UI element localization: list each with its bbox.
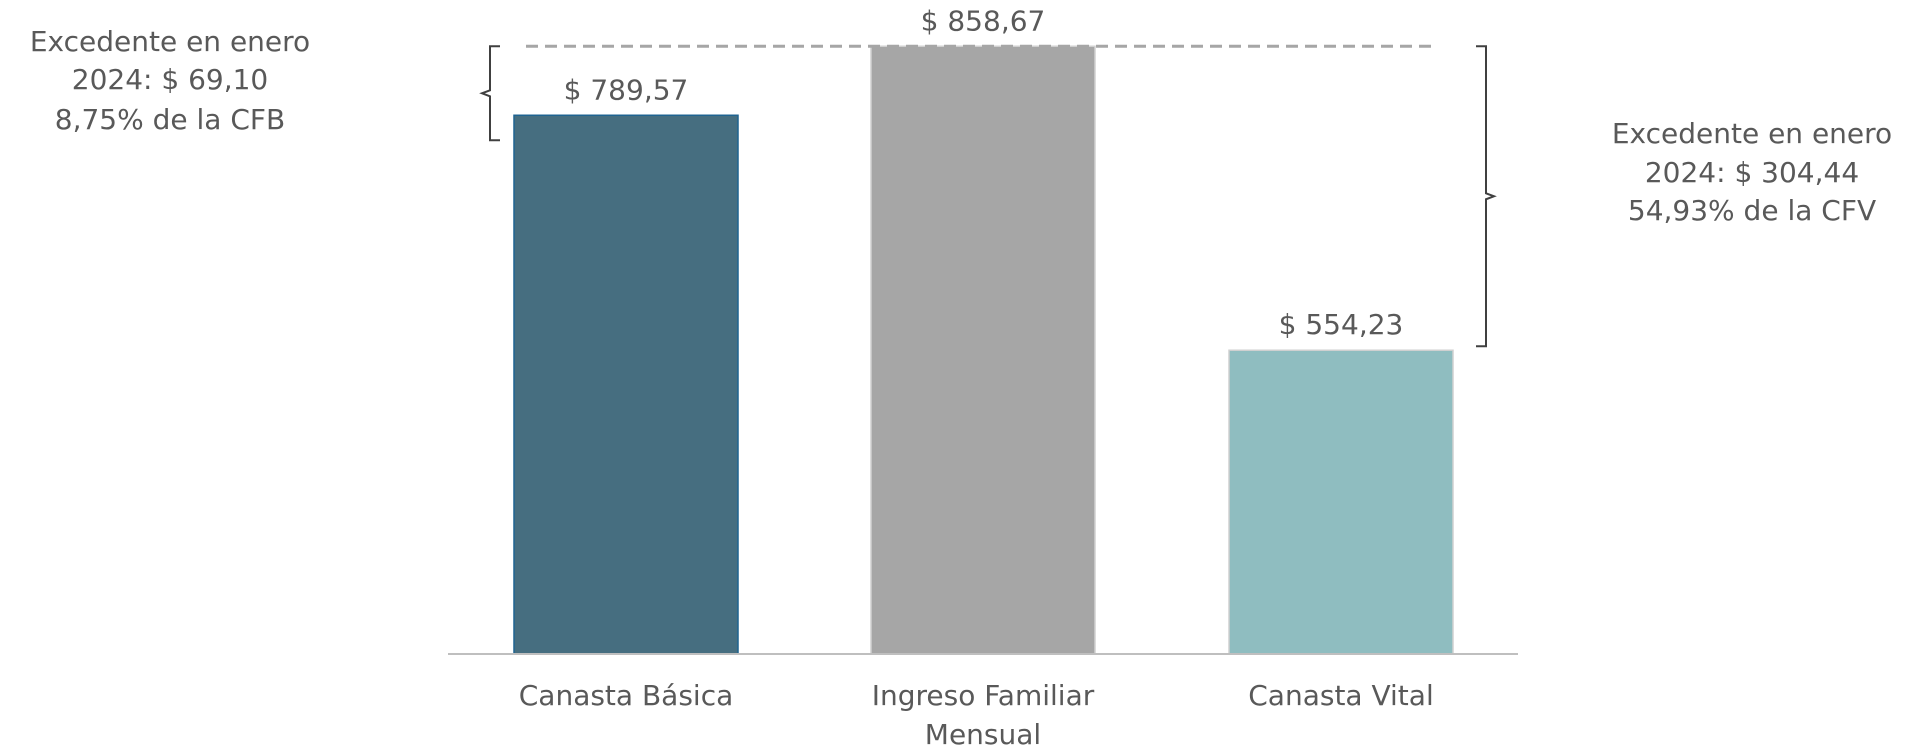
annotation: 2024: $ 304,44	[1645, 156, 1859, 189]
brace	[479, 45, 500, 142]
annotation: Excedente en enero	[30, 25, 310, 58]
bar	[1228, 349, 1454, 655]
bar	[870, 45, 1096, 655]
x-tick-label: Canasta Vital	[1248, 679, 1434, 712]
bar	[513, 114, 739, 655]
annotation: 2024: $ 69,10	[72, 63, 268, 96]
annotation: Excedente en enero	[1612, 117, 1892, 150]
x-tick-label: Ingreso Familiar Mensual	[871, 679, 1095, 750]
annotation: 8,75% de la CFB	[55, 103, 285, 136]
value-label: $ 789,57	[564, 73, 689, 106]
annotation: 54,93% de la CFV	[1628, 194, 1876, 227]
value-label: $ 554,23	[1279, 308, 1404, 341]
brace	[1476, 45, 1497, 348]
value-label: $ 858,67	[921, 4, 1046, 37]
x-tick-label: Canasta Básica	[518, 679, 734, 712]
